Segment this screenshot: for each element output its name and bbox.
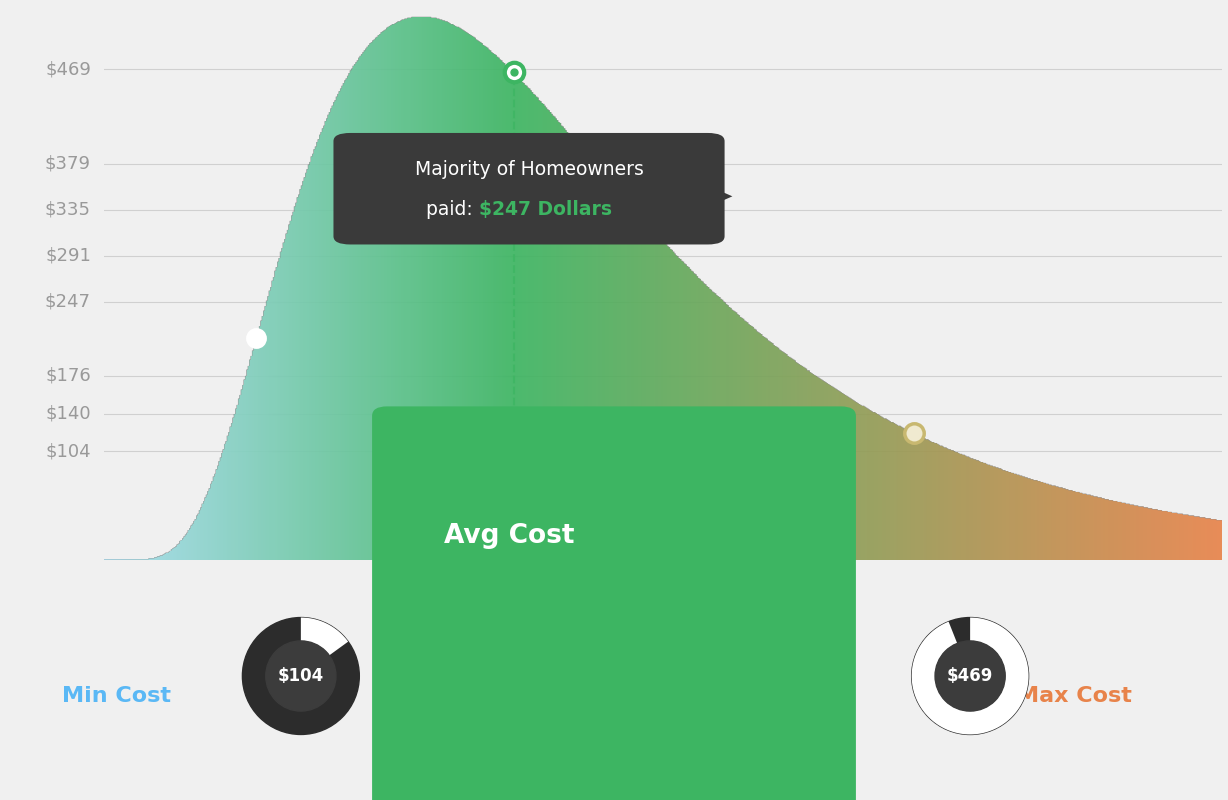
Text: $335: $335 [45, 201, 91, 218]
Polygon shape [911, 618, 1029, 734]
Text: $469: $469 [947, 667, 993, 685]
Circle shape [265, 641, 336, 711]
Circle shape [935, 641, 1006, 711]
Circle shape [571, 618, 657, 702]
Text: $247: $247 [585, 650, 643, 670]
Text: $176: $176 [45, 367, 91, 385]
Text: $104: $104 [45, 442, 91, 460]
Circle shape [543, 590, 685, 730]
Polygon shape [301, 618, 349, 655]
Text: Majority of Homeowners: Majority of Homeowners [415, 160, 643, 179]
FancyBboxPatch shape [372, 406, 856, 800]
Text: $291: $291 [45, 246, 91, 265]
Polygon shape [543, 590, 685, 730]
Text: Max Cost: Max Cost [1017, 686, 1132, 706]
Text: $247 Dollars: $247 Dollars [479, 200, 612, 219]
Circle shape [242, 618, 360, 734]
Text: Avg Cost: Avg Cost [445, 523, 575, 549]
FancyBboxPatch shape [334, 133, 725, 245]
Text: Min Cost: Min Cost [63, 686, 171, 706]
Text: paid:: paid: [426, 200, 479, 219]
Text: $469: $469 [45, 60, 91, 78]
Text: $140: $140 [45, 405, 91, 422]
Text: $104: $104 [278, 667, 324, 685]
Text: $247: $247 [45, 293, 91, 310]
Polygon shape [707, 186, 732, 207]
Text: $379: $379 [45, 154, 91, 173]
Circle shape [911, 618, 1029, 734]
